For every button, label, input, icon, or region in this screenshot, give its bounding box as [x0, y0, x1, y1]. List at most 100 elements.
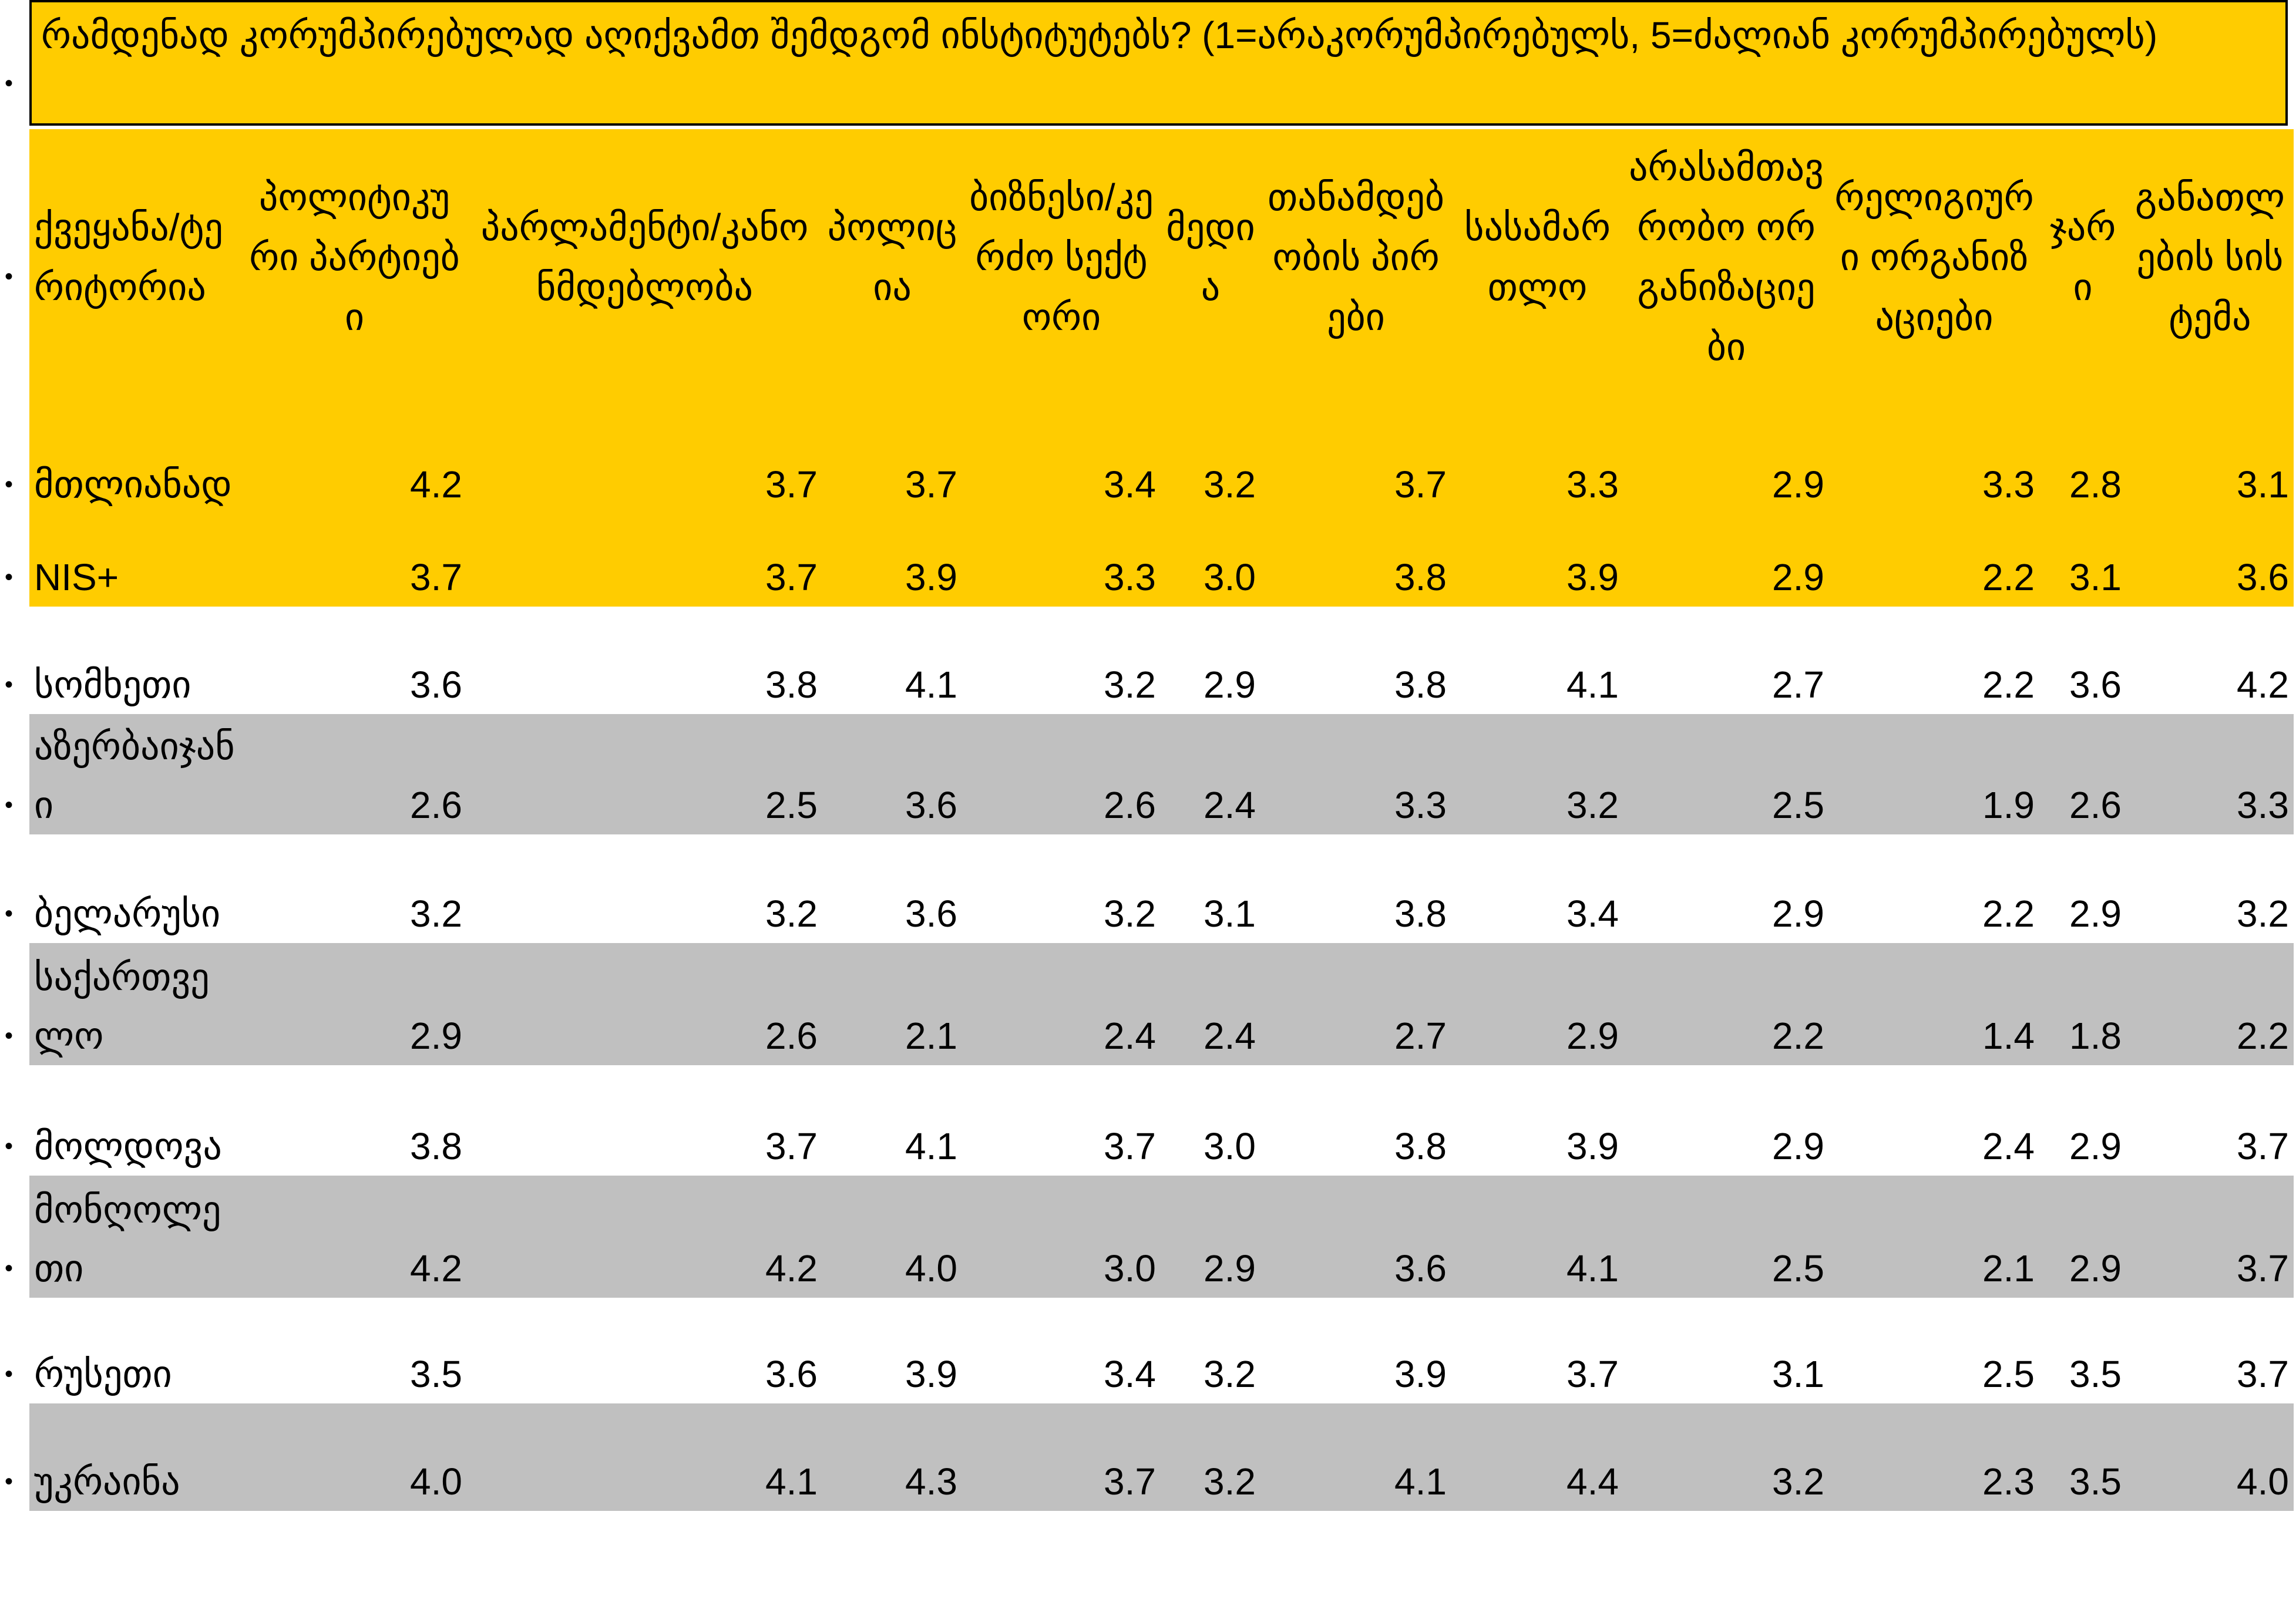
table-cell: 1.4	[1982, 1015, 2035, 1057]
table-cell: 4.1	[765, 1460, 818, 1503]
row-label: რუსეთი	[5, 1298, 242, 1403]
table-cell: 3.3	[1566, 463, 1619, 506]
header-cell: ბიზნესი/კერძო სექტორი	[962, 129, 1161, 385]
table-cell: 4.1	[1566, 1247, 1619, 1290]
table-cell: 2.9	[1772, 463, 1824, 506]
table-cell: 1.8	[2069, 1015, 2122, 1057]
row-label: NIS+	[5, 514, 242, 607]
header-cell: ქვეყანა/ტერიტორია	[5, 129, 242, 385]
header-cell: არასამთავრობო ორგანიზაციები	[1623, 129, 1829, 385]
table-cell: 3.5	[2069, 1460, 2122, 1503]
table-cell: 2.5	[1772, 1247, 1824, 1290]
table-cell: 2.6	[2069, 784, 2122, 826]
header-cell: პარლამენტი/კანონმდებლობა	[467, 129, 822, 385]
table-cell: 3.7	[1566, 1353, 1619, 1395]
table-cell: 3.3	[1982, 463, 2035, 506]
table-cell: 3.7	[410, 556, 462, 598]
table-cell: 2.6	[410, 784, 462, 826]
table-cell: 2.5	[765, 784, 818, 826]
table-cell: 3.3	[1394, 784, 1447, 826]
table-cell: 2.6	[1104, 784, 1156, 826]
table-cell: 3.2	[1204, 1460, 1256, 1503]
table-cell: 2.2	[1982, 556, 2035, 598]
table-cell: 3.7	[905, 463, 957, 506]
table-cell: 3.2	[1204, 1353, 1256, 1395]
table-cell: 2.9	[1772, 893, 1824, 935]
table-cell: 2.9	[2069, 1125, 2122, 1167]
table-cell: 2.6	[765, 1015, 818, 1057]
table-row: უკრაინა 4.0 4.1 4.3 3.7 3.2 4.1 4.4 3.2 2.3 3.5 4.0	[5, 1403, 2294, 1511]
table-cell: 4.1	[1394, 1460, 1447, 1503]
table-cell: 3.4	[1104, 463, 1156, 506]
table-cell: 2.2	[1772, 1015, 1824, 1057]
row-label: უკრაინა	[5, 1403, 242, 1511]
table-cell: 3.6	[2237, 556, 2289, 598]
table-cell: 3.2	[1772, 1460, 1824, 1503]
table-cell: 4.1	[905, 1125, 957, 1167]
table-cell: 3.4	[1104, 1353, 1156, 1395]
table-cell: 4.0	[2237, 1460, 2289, 1503]
table-cell: 4.2	[2237, 664, 2289, 706]
table-cell: 3.6	[2069, 664, 2122, 706]
row-label: საქართველო	[5, 943, 242, 1065]
table-cell: 3.0	[1204, 556, 1256, 598]
table-cell: 3.6	[410, 664, 462, 706]
table-row: რუსეთი 3.5 3.6 3.9 3.4 3.2 3.9 3.7 3.1 2.5 3.5 3.7	[5, 1298, 2294, 1403]
table-cell: 3.7	[765, 463, 818, 506]
table-cell: 2.4	[1982, 1125, 2035, 1167]
table-cell: 3.9	[905, 556, 957, 598]
table-title: რამდენად კორუმპირებულად აღიქვამთ შემდგომ…	[29, 0, 2288, 126]
table-cell: 3.2	[2237, 893, 2289, 935]
table-cell: 2.4	[1204, 1015, 1256, 1057]
table-cell: 4.2	[410, 1247, 462, 1290]
table-cell: 2.1	[1982, 1247, 2035, 1290]
table-row: ბელარუსი 3.2 3.2 3.6 3.2 3.1 3.8 3.4 2.9 2.2 2.9 3.…	[5, 834, 2294, 943]
table-cell: 3.8	[410, 1125, 462, 1167]
header-cell: განათლების სისტემა	[2126, 129, 2294, 385]
table-cell: 3.1	[2069, 556, 2122, 598]
table-cell: 4.2	[410, 463, 462, 506]
table-cell: 3.2	[1104, 664, 1156, 706]
table-cell: 3.1	[1772, 1353, 1824, 1395]
table-cell: 2.3	[1982, 1460, 2035, 1503]
table-cell: 3.3	[2237, 784, 2289, 826]
table-cell: 3.9	[1566, 556, 1619, 598]
table-cell: 1.9	[1982, 784, 2035, 826]
table-cell: 2.2	[2237, 1015, 2289, 1057]
row-label: აზერბაიჯანი	[5, 714, 242, 834]
table-cell: 2.9	[1772, 1125, 1824, 1167]
table-cell: 3.2	[1204, 463, 1256, 506]
header-cell: მედია	[1161, 129, 1260, 385]
table-cell: 2.8	[2069, 463, 2122, 506]
table-cell: 3.2	[410, 893, 462, 935]
table-cell: 4.0	[905, 1247, 957, 1290]
table-cell: 3.7	[1104, 1125, 1156, 1167]
table-row: სომხეთი 3.6 3.8 4.1 3.2 2.9 3.8 4.1 2.7 2.2 3.6 4.2	[5, 607, 2294, 714]
table-cell: 3.0	[1104, 1247, 1156, 1290]
table-row: მოლდოვა 3.8 3.7 4.1 3.7 3.0 3.8 3.9 2.9 2.4 2.9 3.7	[5, 1065, 2294, 1176]
table-cell: 2.9	[410, 1015, 462, 1057]
table-cell: 2.9	[2069, 1247, 2122, 1290]
table-row: NIS+ 3.7 3.7 3.9 3.3 3.0 3.8 3.9 2.9 2.2 3.1 3.6	[5, 514, 2294, 607]
table-cell: 2.4	[1104, 1015, 1156, 1057]
table-cell: 4.3	[905, 1460, 957, 1503]
table-cell: 4.1	[1566, 664, 1619, 706]
table-cell: 2.4	[1204, 784, 1256, 826]
table-cell: 3.8	[1394, 556, 1447, 598]
bullet: •	[5, 70, 14, 96]
table-cell: 3.1	[1204, 893, 1256, 935]
table-cell: 2.9	[1772, 556, 1824, 598]
table-cell: 3.5	[2069, 1353, 2122, 1395]
table-cell: 3.6	[905, 893, 957, 935]
table-cell: 4.2	[765, 1247, 818, 1290]
table-cell: 2.9	[2069, 893, 2122, 935]
table-cell: 2.2	[1982, 893, 2035, 935]
table-cell: 2.5	[1772, 784, 1824, 826]
table-cell: 3.6	[905, 784, 957, 826]
table-cell: 2.5	[1982, 1353, 2035, 1395]
table-cell: 2.2	[1982, 664, 2035, 706]
row-label: ბელარუსი	[5, 834, 242, 943]
